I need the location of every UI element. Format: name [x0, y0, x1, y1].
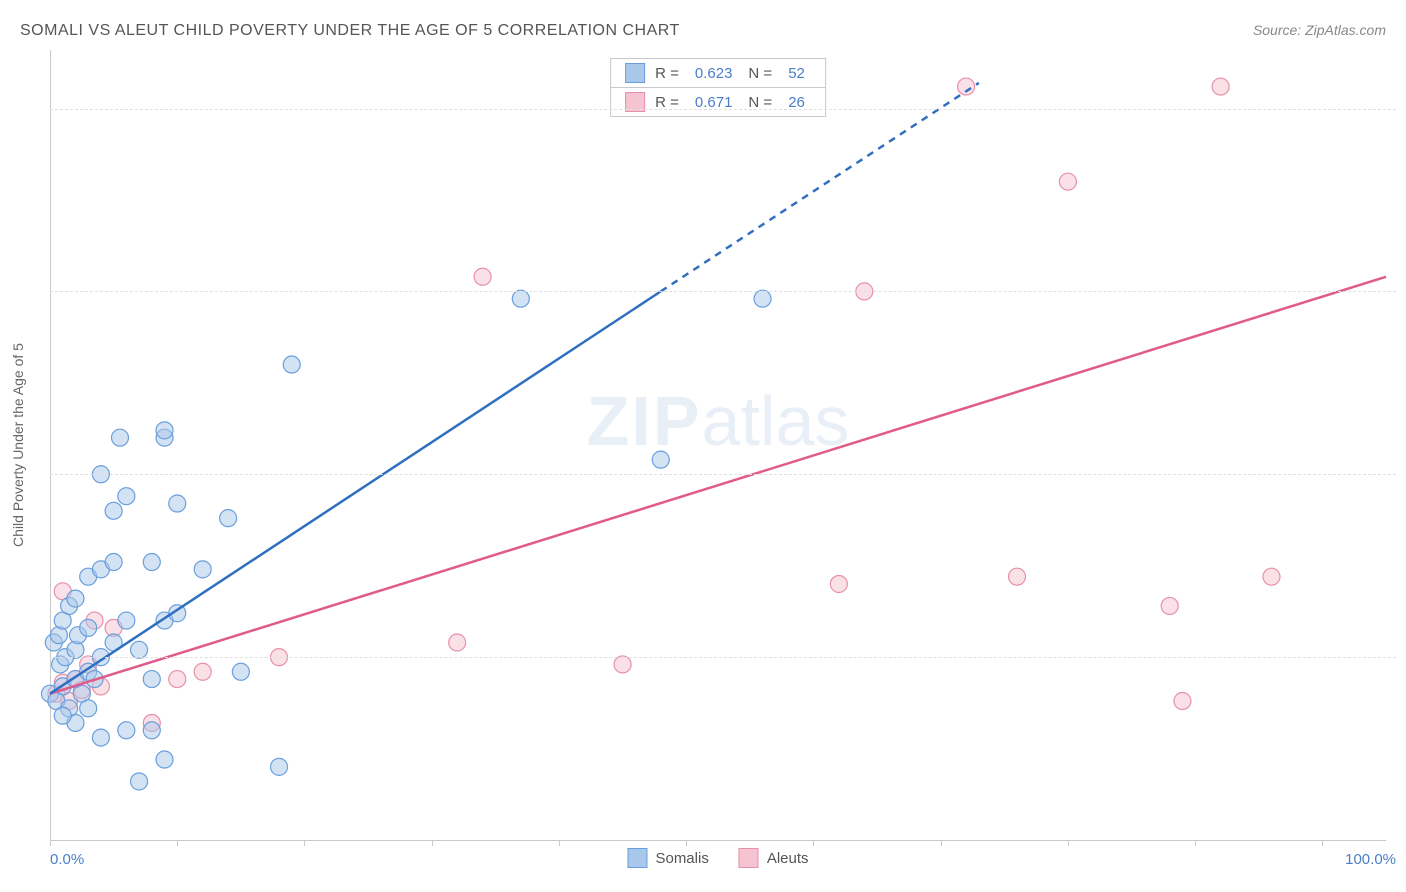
data-point: [449, 634, 466, 651]
x-tick: [1322, 840, 1323, 846]
data-point: [143, 554, 160, 571]
data-point: [1059, 173, 1076, 190]
legend-item-aleuts: Aleuts: [739, 848, 809, 868]
y-axis-label: Child Poverty Under the Age of 5: [10, 343, 26, 547]
plot-area: Child Poverty Under the Age of 5 ZIPatla…: [50, 50, 1386, 841]
swatch-aleuts: [739, 848, 759, 868]
data-point: [1212, 78, 1229, 95]
legend-item-somalis: Somalis: [627, 848, 708, 868]
source-attribution: Source: ZipAtlas.com: [1253, 22, 1386, 38]
bottom-legend: Somalis Aleuts: [627, 848, 808, 868]
gridline: [50, 291, 1396, 292]
data-point: [118, 722, 135, 739]
chart-svg: [50, 50, 1386, 840]
trend-line: [50, 291, 661, 693]
data-point: [512, 290, 529, 307]
data-point: [232, 663, 249, 680]
data-point: [131, 641, 148, 658]
x-tick: [1068, 840, 1069, 846]
data-point: [143, 722, 160, 739]
data-point: [67, 590, 84, 607]
gridline: [50, 109, 1396, 110]
x-tick: [559, 840, 560, 846]
x-tick: [50, 840, 51, 846]
data-point: [111, 429, 128, 446]
x-axis-max-label: 100.0%: [1345, 851, 1396, 868]
data-point: [271, 758, 288, 775]
data-point: [1009, 568, 1026, 585]
data-point: [754, 290, 771, 307]
x-tick: [1195, 840, 1196, 846]
legend-label-somalis: Somalis: [655, 850, 708, 867]
data-point: [220, 510, 237, 527]
data-point: [1174, 693, 1191, 710]
x-tick: [686, 840, 687, 846]
stats-row-aleuts: R = 0.671 N = 26: [611, 88, 825, 116]
data-point: [194, 663, 211, 680]
chart-title: SOMALI VS ALEUT CHILD POVERTY UNDER THE …: [20, 22, 680, 40]
x-tick: [813, 840, 814, 846]
x-tick: [432, 840, 433, 846]
swatch-somalis: [625, 63, 645, 83]
x-tick: [941, 840, 942, 846]
data-point: [80, 700, 97, 717]
data-point: [614, 656, 631, 673]
gridline: [50, 474, 1396, 475]
data-point: [143, 671, 160, 688]
data-point: [1161, 597, 1178, 614]
data-point: [105, 554, 122, 571]
data-point: [105, 502, 122, 519]
data-point: [1263, 568, 1280, 585]
swatch-somalis: [627, 848, 647, 868]
data-point: [652, 451, 669, 468]
data-point: [54, 707, 71, 724]
x-tick: [304, 840, 305, 846]
data-point: [156, 751, 173, 768]
data-point: [169, 495, 186, 512]
data-point: [194, 561, 211, 578]
legend-label-aleuts: Aleuts: [767, 850, 809, 867]
stats-row-somalis: R = 0.623 N = 52: [611, 59, 825, 88]
data-point: [156, 422, 173, 439]
data-point: [92, 729, 109, 746]
n-value-somalis: 52: [782, 65, 811, 82]
r-value-somalis: 0.623: [689, 65, 739, 82]
x-tick: [177, 840, 178, 846]
data-point: [131, 773, 148, 790]
data-point: [283, 356, 300, 373]
r-label: R =: [655, 65, 679, 82]
data-point: [830, 575, 847, 592]
n-label: N =: [748, 65, 772, 82]
x-axis-min-label: 0.0%: [50, 851, 84, 868]
data-point: [474, 268, 491, 285]
gridline: [50, 657, 1396, 658]
data-point: [118, 488, 135, 505]
data-point: [118, 612, 135, 629]
trend-line: [50, 277, 1386, 694]
data-point: [169, 671, 186, 688]
data-point: [80, 619, 97, 636]
